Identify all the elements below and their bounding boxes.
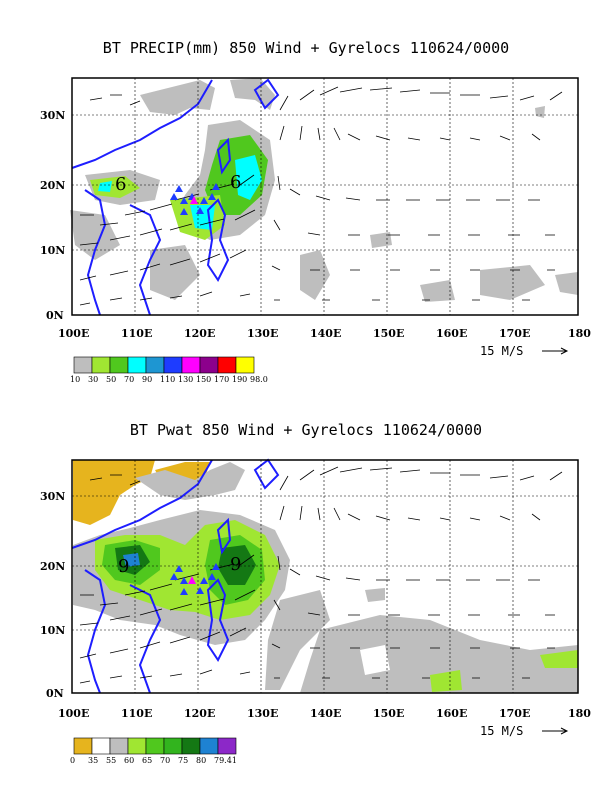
panel1-vector-ref-arrow (542, 347, 569, 355)
panel2-frame (71, 459, 579, 694)
panel1-legend-label: 10 (70, 375, 80, 384)
panel1-legend-label: 30 (88, 375, 98, 384)
panel1-legend-label: 150 (196, 375, 211, 384)
panel2-legend-label: 35 (88, 756, 98, 765)
panel1-ytick-0n: 0N (46, 309, 64, 322)
panel2-legend-label: 70 (160, 756, 170, 765)
panel1-legend-label: 110 (160, 375, 175, 384)
panel1-ytick-10n: 10N (40, 244, 65, 257)
panel1-legend-label: 50 (106, 375, 116, 384)
panel2-xtick-140e: 140E (310, 707, 341, 720)
panel1-xtick-150e: 150E (373, 327, 404, 340)
panel1-xtick-100e: 100E (58, 327, 89, 340)
panel2-xtick-100e: 100E (58, 707, 89, 720)
panel2-legend-swatch (91, 737, 111, 755)
panel2-ytick-30n: 30N (40, 490, 65, 503)
panel2-vector-ref-arrow (542, 727, 569, 735)
panel1-legend: 10 30 50 70 90 110 130 150 170 190 98.0 (70, 356, 268, 384)
panel1-legend-swatch (235, 356, 255, 374)
panel1-legend-label: 130 (178, 375, 193, 384)
panel1-gyre-label-b: 6 (230, 172, 241, 193)
panel1-ytick-30n: 30N (40, 109, 65, 122)
panel2-gyre-label-a: 9 (118, 556, 129, 577)
panel2-xtick-180: 180 (568, 707, 591, 720)
panel2-vector-ref-label: 15 M/S (480, 724, 523, 738)
panel2-gyre-label-b: 9 (230, 554, 241, 575)
panel2-legend-label: 65 (142, 756, 152, 765)
panel2-legend-label: 75 (178, 756, 188, 765)
panel2-legend-swatch (217, 737, 237, 755)
panel2-xtick-160e: 160E (436, 707, 467, 720)
panel2-legend-swatch (199, 737, 219, 755)
panel2-legend-label: 60 (124, 756, 134, 765)
panel1-xtick-130e: 130E (247, 327, 278, 340)
panel1-xtick-140e: 140E (310, 327, 341, 340)
panel2-legend-swatch (163, 737, 183, 755)
panel1-gridlines (72, 78, 578, 315)
panel2-legend-label: 55 (106, 756, 116, 765)
panel2-pwat-shading (73, 460, 578, 693)
panel2-xtick-110e: 110E (121, 707, 152, 720)
panel2-xtick-150e: 150E (373, 707, 404, 720)
panel2-legend-label: 80 (196, 756, 206, 765)
panel1-xtick-160e: 160E (436, 327, 467, 340)
panel1-xtick-120e: 120E (184, 327, 215, 340)
panel2-wind-vectors (79, 466, 563, 684)
panel2-xtick-170e: 170E (499, 707, 530, 720)
panel2-legend-swatch (73, 737, 93, 755)
panel1-vector-ref-label: 15 M/S (480, 344, 523, 358)
panel2-xtick-130e: 130E (247, 707, 278, 720)
panel2-legend-swatch (181, 737, 201, 755)
panel1-xtick-180: 180 (568, 327, 591, 340)
panel2-xtick-120e: 120E (184, 707, 215, 720)
panel1-legend-label: 170 (214, 375, 229, 384)
panel1-xtick-170e: 170E (499, 327, 530, 340)
panel1-legend-label: 190 (232, 375, 247, 384)
panel1-coastline (71, 78, 280, 316)
panel2-gyre-markers (170, 563, 220, 595)
panel2-legend-label: 79.41 (214, 756, 237, 765)
panel1-frame (71, 77, 579, 316)
panel2-legend-swatch (109, 737, 129, 755)
panel1-legend-label: 90 (142, 375, 152, 384)
panel1-title: BT PRECIP(mm) 850 Wind + Gyrelocs 110624… (102, 39, 510, 57)
panel2-gridlines (72, 460, 578, 693)
panel1-wind-vectors (79, 86, 563, 306)
panel1-ytick-20n: 20N (40, 179, 65, 192)
panel1-gyre-markers (170, 183, 220, 215)
panel1-gyre-label-a: 6 (115, 174, 126, 195)
panel1-legend-label: 98.0 (250, 375, 268, 384)
panel2-coastline (71, 458, 280, 694)
panel2-legend-label: 0 (70, 756, 75, 765)
panel2-title: BT Pwat 850 Wind + Gyrelocs 110624/0000 (129, 421, 483, 439)
panel2-ytick-10n: 10N (40, 624, 65, 637)
panel2-legend-swatch (127, 737, 147, 755)
panel1-legend-label: 70 (124, 375, 134, 384)
panel2-legend-swatch (145, 737, 165, 755)
panel2-ytick-0n: 0N (46, 687, 64, 700)
panel2-legend: 0 35 55 60 65 70 75 80 79.41 (70, 737, 237, 765)
panel1-xtick-110e: 110E (121, 327, 152, 340)
panel2-ytick-20n: 20N (40, 560, 65, 573)
